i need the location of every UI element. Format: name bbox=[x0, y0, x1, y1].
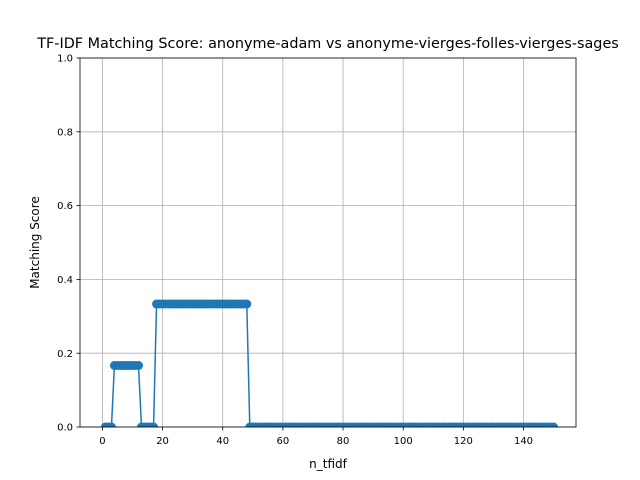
x-tick-label: 60 bbox=[277, 436, 290, 447]
x-tick-label: 0 bbox=[99, 436, 105, 447]
data-point bbox=[149, 422, 159, 427]
chart-title: TF-IDF Matching Score: anonyme-adam vs a… bbox=[36, 36, 619, 52]
x-tick-label: 140 bbox=[514, 436, 533, 447]
axes-frame bbox=[79, 57, 577, 428]
data-point bbox=[134, 361, 143, 370]
y-tick-label: 0.6 bbox=[57, 201, 73, 212]
x-tick-label: 120 bbox=[454, 436, 473, 447]
y-tick-label: 1.0 bbox=[57, 54, 73, 65]
x-axis-label: n_tfidf bbox=[309, 457, 347, 471]
data-point bbox=[549, 422, 559, 427]
x-tick-label: 100 bbox=[394, 436, 413, 447]
plot-area bbox=[100, 299, 559, 427]
x-tick-label: 40 bbox=[216, 436, 229, 447]
y-tick-label: 0.0 bbox=[57, 423, 73, 434]
x-tick-label: 80 bbox=[337, 436, 350, 447]
y-tick-label: 0.8 bbox=[57, 127, 73, 138]
data-point bbox=[106, 422, 116, 427]
y-tick-label: 0.4 bbox=[57, 275, 73, 286]
data-point bbox=[242, 299, 252, 309]
axis-ticks: 0 20 40 60 80 100 120 140 0.0 0.2 0.4 0.6 0.8 1.0 bbox=[57, 54, 533, 447]
y-axis-label: Matching Score bbox=[28, 196, 42, 289]
x-tick-label: 20 bbox=[156, 436, 169, 447]
series-matching-score bbox=[100, 299, 559, 427]
y-tick-label: 0.2 bbox=[57, 349, 73, 360]
